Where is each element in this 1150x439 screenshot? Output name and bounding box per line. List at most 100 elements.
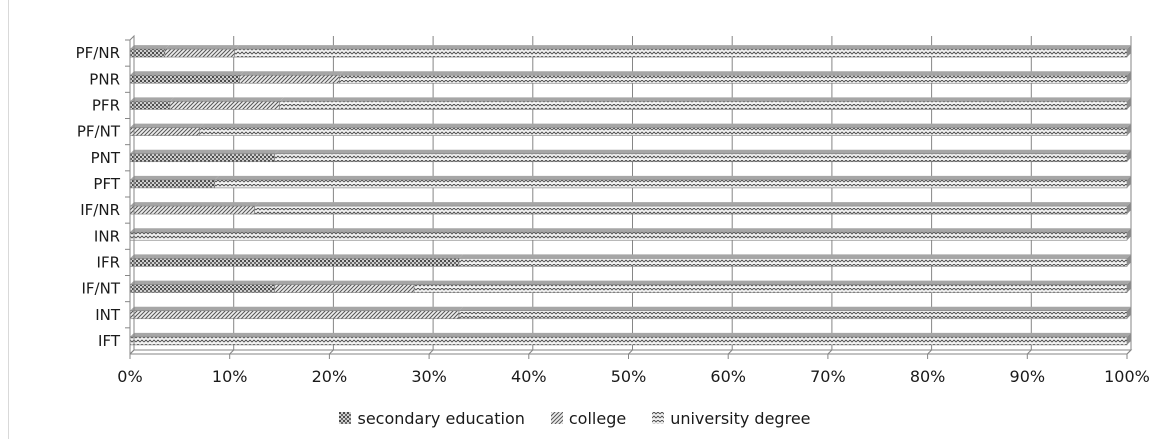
gridline-foot: [229, 349, 235, 355]
category-label: PNT: [91, 149, 121, 167]
axes: 0% 10% 20% 30% 40% 50% 60% 70% 80% 90% 100% PF/NR PN…: [76, 34, 1150, 386]
bar-front-face: [129, 74, 240, 84]
x-tick-label: 100%: [1104, 367, 1150, 386]
legend-label-secondary: secondary education: [357, 408, 525, 428]
bar-front-face: [129, 48, 166, 58]
bar-top-face: [274, 280, 419, 285]
bar-top-face: [130, 254, 464, 259]
bar-segment: [129, 228, 1131, 241]
gridline-foot: [329, 349, 334, 355]
bar-end-cap: [1127, 332, 1131, 345]
bar-end-cap: [1127, 97, 1131, 110]
x-tick-label: 10%: [212, 367, 248, 386]
bar-segment: [339, 71, 1131, 84]
bar-front-face: [129, 284, 275, 293]
gridline-foot: [727, 349, 733, 355]
bar-top-face: [234, 45, 1131, 50]
bar-top-face: [130, 175, 219, 180]
bar-top-face: [414, 280, 1131, 285]
bar-front-face: [129, 179, 216, 189]
bar-front-face: [239, 74, 340, 84]
bar-front-face: [199, 127, 1128, 136]
side-wall: [129, 34, 135, 356]
bar-segment: [129, 71, 244, 84]
bar-top-face: [164, 45, 239, 50]
bar-top-face: [459, 306, 1131, 311]
chart-plot: 0% 10% 20% 30% 40% 50% 60% 70% 80% 90% 100% PF/NR PN…: [76, 34, 1150, 386]
frame-border: [8, 0, 9, 439]
bar-segment: [279, 97, 1131, 110]
bar-end-cap: [1127, 71, 1131, 84]
bar-top-face: [130, 97, 174, 102]
bar-top-face: [199, 123, 1132, 128]
category-label: PNR: [89, 70, 120, 88]
bar-segment: [129, 332, 1131, 346]
bar-segment: [129, 123, 204, 136]
bar-segment: [413, 280, 1131, 293]
bar-front-face: [129, 127, 201, 136]
category-label: PF/NR: [76, 44, 120, 62]
bar-end-cap: [1127, 202, 1131, 215]
bar-top-face: [339, 71, 1131, 76]
x-tick-label: 0%: [117, 367, 142, 386]
bar-top-face: [130, 280, 279, 285]
bar-segment: [254, 202, 1131, 215]
legend-item-college: college: [550, 409, 626, 428]
bar-front-face: [169, 101, 280, 110]
gridlines: [129, 36, 1132, 355]
bar-top-face: [130, 45, 169, 50]
bar-front-face: [214, 179, 1128, 189]
bar-front-face: [164, 48, 235, 58]
bar-segment: [129, 45, 169, 58]
x-tick-label: 30%: [411, 367, 447, 386]
category-label: IF/NR: [80, 201, 120, 219]
gridline-foot: [428, 349, 434, 355]
bar-top-face: [239, 71, 344, 76]
bar-top-face: [254, 202, 1131, 207]
bar-top-face: [130, 123, 204, 128]
bar-end-cap: [1127, 45, 1131, 58]
x-tick-label: 50%: [611, 367, 647, 386]
legend-label-university: university degree: [670, 408, 811, 428]
bar-top-face: [130, 149, 279, 154]
bar-segment: [129, 254, 464, 267]
legend-item-university: university degree: [652, 408, 811, 428]
category-label: PF/NT: [77, 123, 121, 141]
bar-end-cap: [1127, 280, 1131, 293]
bar-front-face: [279, 101, 1128, 110]
bar-end-cap: [1127, 123, 1131, 136]
bar-top-face: [459, 254, 1131, 259]
bar-end-cap: [1127, 149, 1131, 162]
category-label: IF/NT: [82, 280, 121, 298]
bar-segment: [129, 202, 259, 215]
x-tick-label: 40%: [511, 367, 547, 386]
bar-end-cap: [1127, 228, 1131, 241]
bar-segment: [129, 97, 174, 110]
bar-front-face: [458, 310, 1128, 320]
category-label: PFT: [93, 175, 120, 193]
bar-front-face: [129, 205, 255, 215]
bar-segment: [169, 97, 284, 110]
bar-front-face: [129, 310, 460, 320]
bar-segment: [458, 254, 1131, 267]
bar-segment: [274, 149, 1131, 163]
legend-swatch-university: [652, 412, 665, 424]
x-tick-label: 80%: [910, 367, 946, 386]
bar-segment: [274, 280, 419, 293]
bar-front-face: [129, 101, 171, 110]
category-label: IFR: [97, 253, 120, 271]
gridline-foot: [528, 349, 534, 355]
bar-front-face: [129, 153, 275, 163]
x-tick-label: 20%: [312, 367, 348, 386]
bar-front-face: [339, 74, 1128, 84]
bar-end-cap: [1127, 175, 1131, 188]
gridline-foot: [827, 349, 833, 355]
bar-segment: [164, 45, 239, 58]
bar-end-cap: [1127, 254, 1131, 267]
legend-swatch-college: [550, 412, 563, 424]
bar-segment: [458, 306, 1131, 320]
bar-front-face: [458, 258, 1128, 267]
x-tick-label: 90%: [1010, 367, 1046, 386]
bar-front-face: [129, 336, 1128, 346]
